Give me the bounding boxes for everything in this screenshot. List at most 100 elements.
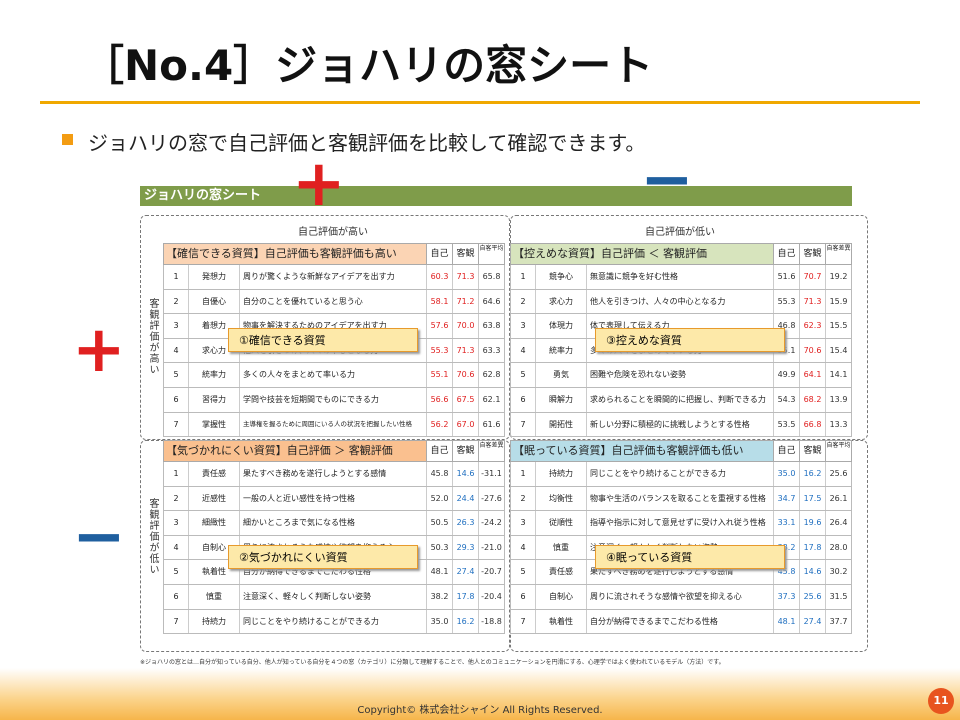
cell: 15.5	[825, 314, 851, 338]
cell: 自分が納得できるまでこだわる性格	[239, 560, 426, 584]
column-header: 自己	[426, 441, 452, 461]
cell: 5	[520, 370, 526, 380]
minus-sign: −	[72, 500, 126, 574]
cell: 46.8	[773, 314, 799, 338]
callout: ②気づかれにくい資質	[228, 545, 418, 569]
cell: 48.1	[773, 609, 799, 634]
cell: 物事や生活のバランスを取ることを重視する性格	[586, 486, 773, 511]
cell: 70.6	[799, 338, 825, 363]
column-header: 客観	[452, 441, 478, 461]
cell: 体で表現して伝える力	[586, 314, 773, 338]
cell: 2	[173, 296, 179, 306]
cell: 62.8	[478, 363, 504, 387]
table-row: 7 執着性 自分が納得できるまでこだわる性格 48.1 27.4 37.7	[510, 609, 852, 635]
cell: 49.9	[773, 363, 799, 387]
cell: 持続力	[535, 462, 586, 486]
cell: 58.1	[426, 289, 452, 314]
cell: 13.9	[825, 387, 851, 412]
cell: 25.6	[799, 584, 825, 609]
table-row: 2 自優心 自分のことを優れていると思う心 58.1 71.2 64.6	[163, 289, 505, 315]
cell: 55.3	[773, 289, 799, 314]
cell: 38.2	[426, 584, 452, 609]
cell: 物事を解決するためのアイデアを出す力	[239, 314, 426, 338]
column-header: 客観	[799, 441, 825, 461]
cell: 51.6	[773, 265, 799, 289]
cell: -20.4	[478, 584, 504, 609]
table-row: 6 瞬解力 求められることを瞬間的に把握し、判断できる力 54.3 68.2 13.9	[510, 387, 852, 413]
top-label: 自己評価が高い	[298, 227, 368, 238]
cell: -21.0	[478, 535, 504, 560]
cell: 62.3	[799, 314, 825, 338]
cell: 自制心	[188, 535, 239, 560]
table-row: 3 従順性 指導や指示に対して意見せずに受け入れ従う性格 33.1 19.6 26.4	[510, 511, 852, 536]
cell: 70.6	[452, 363, 478, 387]
minus-sign: −	[640, 143, 694, 217]
cell: 指導や指示に対して意見せずに受け入れ従う性格	[586, 511, 773, 535]
table-row: 6 慎重 注意深く、軽々しく判断しない姿勢 38.2 17.8 -20.4	[163, 584, 505, 610]
cell: 細かいところまで気になる性格	[239, 511, 426, 535]
cell: 14.6	[452, 462, 478, 486]
cell: 求められることを瞬間的に把握し、判断できる力	[586, 387, 773, 412]
cell: 執着性	[188, 560, 239, 584]
cell: 63.3	[478, 338, 504, 363]
cell: 統率力	[188, 363, 239, 387]
cell: 1	[520, 272, 526, 281]
cell: 着想力	[188, 314, 239, 338]
cell: 62.1	[478, 387, 504, 412]
cell: 5	[173, 567, 179, 577]
table-row: 2 近感性 一般の人と近い感性を持つ性格 52.0 24.4 -27.6	[163, 486, 505, 512]
cell: 6	[173, 394, 179, 404]
cell: 15.9	[825, 289, 851, 314]
side-label: 客観評価が低い	[147, 498, 158, 575]
table-row: 7 開拓性 新しい分野に積極的に挑戦しようとする性格 53.5 66.8 13.3	[510, 412, 852, 438]
cell: 50.5	[426, 511, 452, 535]
table-row: 1 責任感 果たすべき務めを遂行しようとする感情 45.8 14.6 -31.1	[163, 462, 505, 487]
cell: 3	[173, 518, 179, 528]
cell: 勇気	[535, 363, 586, 387]
callout: ③控えめな資質	[595, 328, 785, 352]
plus-sign: +	[292, 147, 346, 221]
cell: 31.5	[825, 584, 851, 609]
cell: 37.3	[773, 584, 799, 609]
cell: 15.4	[825, 338, 851, 363]
side-label: 客観評価が高い	[147, 298, 158, 375]
column-header: 客観	[452, 244, 478, 264]
plus-sign: +	[72, 313, 126, 387]
cell: 4	[173, 345, 179, 355]
column-header: 客観	[799, 244, 825, 264]
cell: 70.7	[799, 265, 825, 289]
cell: 責任感	[188, 462, 239, 486]
title: ［No.4］ジョハリの窓シート	[82, 41, 654, 90]
cell: 34.7	[773, 486, 799, 511]
cell: 果たすべき務めを遂行しようとする感情	[586, 560, 773, 584]
cell: 56.6	[426, 387, 452, 412]
table-row: 5 統率力 多くの人々をまとめて率いる力 55.1 70.6 62.8	[163, 363, 505, 388]
table-row: 7 掌握性 主導権を握るために周囲にいる人の状況を把握したい性格 56.2 67.0 61…	[163, 412, 505, 438]
table-header: 【確信できる資質】自己評価も客観評価も高い 自己 客観 自客平均	[163, 243, 505, 265]
quadrant-table: 【気づかれにくい資質】自己評価 ＞ 客観評価 自己 客観 自客差異 1 責任感 果たすべき務…	[163, 440, 505, 635]
cell: 19.6	[799, 511, 825, 535]
cell: 6	[173, 591, 179, 601]
cell: 4	[520, 345, 526, 355]
cell: 新しい分野に積極的に挑戦しようとする性格	[586, 412, 773, 437]
title-rule	[40, 101, 920, 104]
cell: 16.2	[452, 609, 478, 634]
cell: 同じことをやり続けることができる力	[586, 462, 773, 486]
cell: 自制心	[535, 584, 586, 609]
callout: ①確信できる資質	[228, 328, 418, 352]
cell: 26.1	[825, 486, 851, 511]
cell: 63.8	[478, 314, 504, 338]
quadrant-header: 【控えめな資質】自己評価 ＜ 客観評価	[513, 247, 707, 260]
cell: 4	[173, 542, 179, 552]
cell: -27.6	[478, 486, 504, 511]
cell: 4	[520, 542, 526, 552]
cell: 55.3	[426, 338, 452, 363]
cell: 自分のことを優れていると思う心	[239, 289, 426, 314]
cell: 執着性	[535, 609, 586, 634]
cell: 60.3	[426, 265, 452, 289]
cell: 17.8	[452, 584, 478, 609]
cell: 48.1	[426, 560, 452, 584]
cell: 64.6	[478, 289, 504, 314]
cell: 6	[520, 591, 526, 601]
quadrant-table: 【眠っている資質】自己評価も客観評価も低い 自己 客観 自客平均 1 持続力 同じことをやり…	[510, 440, 852, 635]
